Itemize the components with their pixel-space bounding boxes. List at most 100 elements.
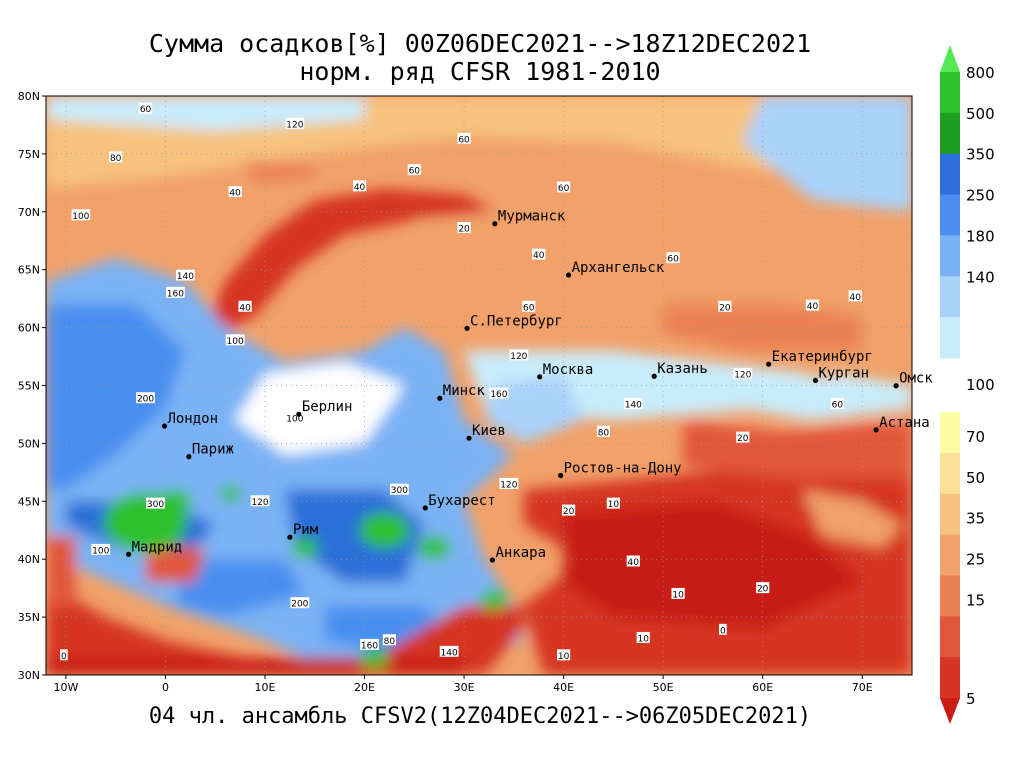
contour-label: 120 [286,120,303,130]
lat-tick-label: 30N [18,669,40,682]
city-label: Минск [443,383,486,399]
wet-spot-1 [359,512,410,549]
arctic-light-blue [46,96,365,131]
map-title-line-2: норм. ряд CFSR 1981-2010 [299,57,661,86]
med-blue [175,559,305,618]
city-marker [296,411,302,417]
contour-label: 100 [227,337,244,347]
city-label: Рим [293,522,319,538]
contour-label-bg [457,222,471,234]
lat-tick-label: 50N [18,437,40,450]
colorbar-swatch-upper [940,194,960,236]
contour-label-bg [736,431,750,443]
contour-label: 40 [354,183,366,193]
contour-label: 10 [638,634,650,644]
contour-label: 20 [458,225,470,235]
contour-label-bg [60,649,68,661]
contour-label-bg [626,555,640,567]
contour-label: 60 [523,303,535,313]
city-marker [651,373,657,379]
city-label: Архангельск [572,260,665,276]
contour-label-bg [522,300,536,312]
city-marker [186,454,192,460]
colorbar-level-label: 70 [966,428,985,446]
city-layer: Мурманск Архангельск С.Петербург Екатеринбу… [126,209,933,563]
contour-label-bg [671,587,685,599]
city-label: Ростов-на-Дону [564,460,682,476]
wet-spot-6 [219,485,242,502]
contour-label: 80 [110,154,122,164]
lat-tick-label: 45N [18,495,40,508]
colorbar-top-arrow [940,45,960,72]
moscow-light-blue [484,373,584,444]
colorbar-bottom-arrow [940,698,960,724]
contour-label: 300 [147,500,164,510]
lat-tick-label: 80N [18,90,40,103]
contour-label: 200 [291,600,308,610]
colorbar-level-label: 500 [966,105,995,123]
city-label: Бухарест [428,493,495,509]
colorbar-level-label: 140 [966,268,995,286]
contour-label: 20 [737,434,749,444]
contour-label-bg [606,497,620,509]
contour-label: 10 [672,590,684,600]
contour-label: 40 [533,251,545,261]
lon-tick-label: 10W [53,681,78,694]
atlantic-blue [46,304,186,490]
city-label: Лондон [167,411,218,427]
city-marker [492,221,498,227]
contour-label: 60 [458,135,470,145]
contour-label: 60 [832,401,844,411]
contour-label: 140 [625,401,642,411]
contour-label-bg [91,543,111,555]
contour-label: 80 [384,637,396,647]
contour-label: 120 [510,352,527,362]
city-marker [558,472,564,479]
lat-tick-label: 55N [18,380,40,393]
contour-label: 100 [286,414,303,424]
contour-label-bg [636,631,650,643]
city-marker [565,272,572,278]
wet-spot-2 [290,537,319,558]
city-marker [287,534,293,540]
lon-tick-label: 40E [553,681,574,694]
city-marker [766,361,772,367]
contour-label-bg [250,495,270,507]
contour-label-bg [225,334,245,346]
kara-sea-blue [742,96,912,212]
city-label: Казань [657,361,708,377]
tien-shan-light [802,489,902,548]
contour-label-bg [805,299,820,311]
contour-label-bg [360,638,379,650]
lat-tick-label: 70N [18,206,40,219]
colorbar-swatch-upper [940,72,960,114]
barents-orange-spot [245,159,315,183]
contour-label: 120 [251,498,268,508]
colorbar-swatch-upper [940,112,960,155]
contour-label: 140 [177,272,194,282]
lat-tick-label: 75N [18,148,40,161]
contour-label-bg [499,477,519,489]
lon-tick-label: 60E [752,681,773,694]
norway-coast-red [205,188,494,334]
contour-label-bg [290,597,310,609]
city-marker [489,557,496,563]
colorbar-swatch-lower [940,493,960,536]
contour-label-bg [561,504,576,516]
colorbar-swatch-lower [940,412,960,454]
contour-label-bg [389,483,409,495]
colorbar-swatch-lower [940,657,960,699]
contour-label: 80 [598,428,610,438]
contour-label: 140 [441,648,458,658]
contour-label-bg [285,411,305,423]
contour-label-bg [489,387,509,399]
contour-label: 20 [719,303,731,313]
contour-label-bg [136,392,155,404]
contour-label-bg [718,300,732,312]
colorbar-level-label: 25 [966,551,985,569]
contour-label-bg [228,186,242,198]
city-marker [437,395,443,401]
colorbar-level-label: 350 [966,146,995,164]
